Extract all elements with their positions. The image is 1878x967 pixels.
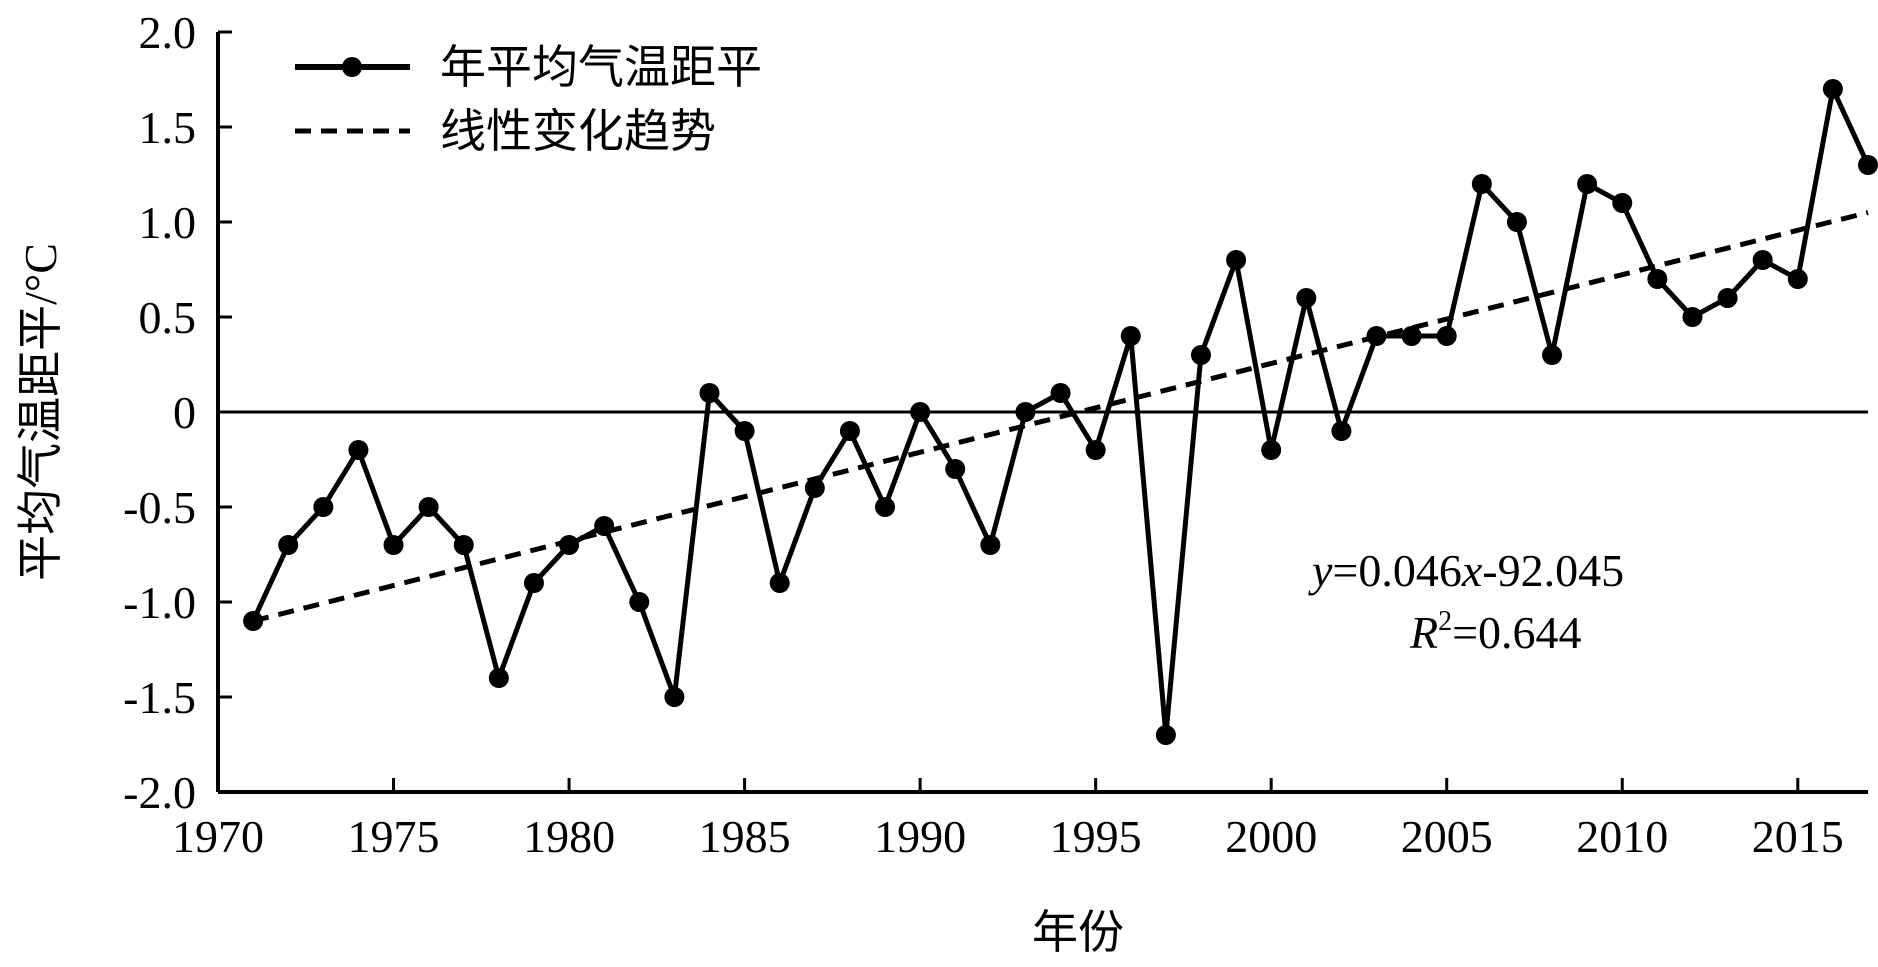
x-tick-label: 1980	[523, 811, 615, 862]
x-tick-label: 2005	[1401, 811, 1493, 862]
y-tick-label: 0	[173, 387, 196, 438]
anomaly-point	[1015, 402, 1036, 422]
anomaly-point	[594, 516, 615, 536]
legend-label-anomaly: 年平均气温距平	[440, 42, 762, 93]
anomaly-point	[1647, 269, 1668, 289]
anomaly-point	[313, 497, 334, 517]
equation-x-var: x	[1461, 545, 1483, 596]
legend-label-trend: 线性变化趋势	[440, 106, 716, 157]
x-tick-label: 1995	[1050, 811, 1142, 862]
anomaly-point	[1542, 345, 1563, 365]
x-tick-label: 1970	[172, 811, 264, 862]
anomaly-point	[804, 478, 825, 498]
anomaly-series	[243, 79, 1878, 745]
anomaly-point	[1822, 79, 1843, 99]
anomaly-point	[1050, 383, 1071, 403]
anomaly-point	[1120, 326, 1141, 346]
anomaly-point	[1085, 440, 1106, 460]
legend-circle-marker	[342, 57, 362, 77]
anomaly-point	[1155, 725, 1176, 745]
anomaly-point	[1612, 193, 1633, 213]
x-tick-label: 2010	[1576, 811, 1668, 862]
y-tick-label: 1.0	[139, 197, 197, 248]
anomaly-point	[1366, 326, 1387, 346]
legend: 年平均气温距平 线性变化趋势	[295, 42, 762, 157]
anomaly-point	[488, 668, 509, 688]
equation-coef: =0.046	[1332, 545, 1461, 596]
anomaly-point	[1226, 250, 1247, 270]
anomaly-point	[1787, 269, 1808, 289]
anomaly-point	[1752, 250, 1773, 270]
x-tick-label: 2015	[1752, 811, 1844, 862]
anomaly-point	[1296, 288, 1317, 308]
r2-superscript: 2	[1438, 606, 1452, 637]
r-squared: R2=0.644	[1409, 606, 1582, 658]
y-axis-ticks: 2.0 1.5 1.0 0.5 0 -0.5 -1.0 -1.5 -2.0	[123, 7, 232, 818]
y-tick-label: 2.0	[139, 7, 197, 58]
anomaly-point	[875, 497, 896, 517]
x-axis-title: 年份	[1032, 907, 1124, 958]
x-tick-label: 1975	[348, 811, 440, 862]
anomaly-point	[1401, 326, 1422, 346]
trend-series	[252, 210, 1869, 624]
y-tick-label: 1.5	[139, 102, 197, 153]
anomaly-point	[348, 440, 369, 460]
r2-letter: R	[1409, 607, 1438, 658]
r2-value: =0.644	[1452, 607, 1581, 658]
anomaly-point	[839, 421, 860, 441]
anomaly-point	[1331, 421, 1352, 441]
y-tick-label: -0.5	[123, 482, 196, 533]
anomaly-point	[1858, 155, 1878, 175]
y-tick-label: -2.0	[123, 767, 196, 818]
equation-y-var: y	[1308, 545, 1333, 596]
anomaly-point	[1190, 345, 1211, 365]
x-tick-label: 1990	[874, 811, 966, 862]
anomaly-point	[243, 611, 264, 631]
anomaly-point	[980, 535, 1001, 555]
trend-line	[252, 210, 1869, 624]
y-axis-title: 平均气温距平/°C	[15, 243, 66, 581]
anomaly-point	[910, 402, 931, 422]
x-tick-label: 2000	[1225, 811, 1317, 862]
y-tick-label: 0.5	[139, 292, 197, 343]
anomaly-point	[1261, 440, 1282, 460]
x-axis-ticks: 1970 1975 1980 1985 1990 1995 2000 2005 2010 2015	[172, 778, 1844, 862]
equation-intercept: -92.045	[1482, 545, 1624, 596]
anomaly-point	[664, 687, 685, 707]
anomaly-point	[383, 535, 404, 555]
anomaly-point	[453, 535, 474, 555]
anomaly-point	[1471, 174, 1492, 194]
anomaly-point	[629, 592, 650, 612]
anomaly-point	[418, 497, 439, 517]
anomaly-point	[1682, 307, 1703, 327]
anomaly-point	[523, 573, 544, 593]
anomaly-point	[1506, 212, 1527, 232]
anomaly-point	[1577, 174, 1598, 194]
anomaly-point	[945, 459, 966, 479]
regression-equation: y=0.046x-92.045	[1308, 545, 1624, 596]
anomaly-point	[1436, 326, 1457, 346]
anomaly-point	[769, 573, 790, 593]
y-tick-label: -1.0	[123, 577, 196, 628]
anomaly-point	[1717, 288, 1738, 308]
anomaly-point	[699, 383, 720, 403]
anomaly-point	[278, 535, 299, 555]
x-tick-label: 1985	[699, 811, 791, 862]
y-tick-label: -1.5	[123, 672, 196, 723]
anomaly-point	[559, 535, 580, 555]
anomaly-point	[734, 421, 755, 441]
